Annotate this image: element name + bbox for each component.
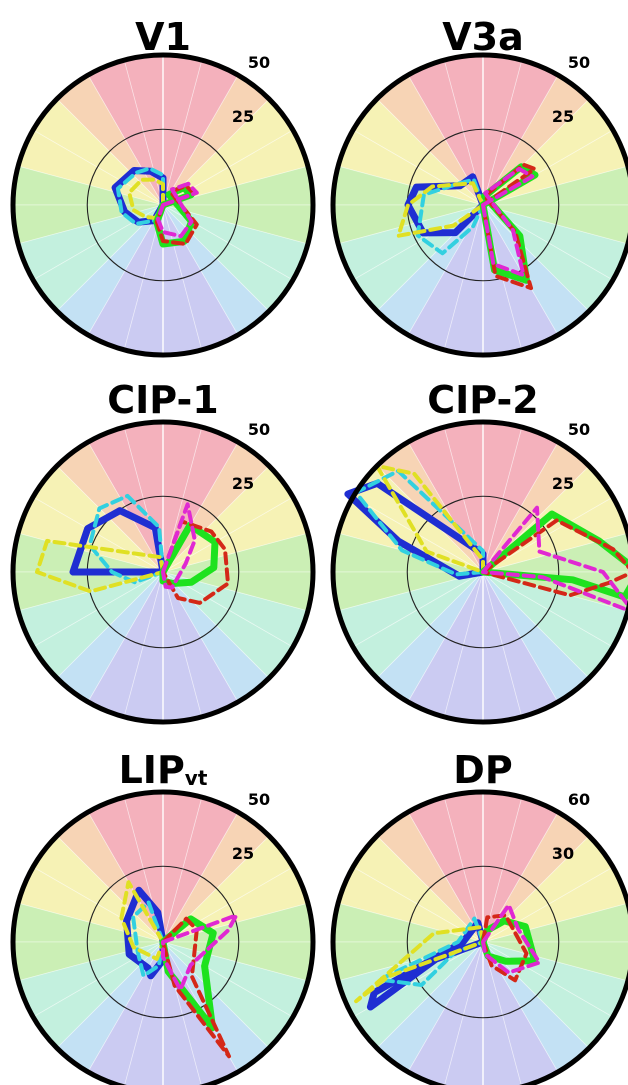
inner-ring: [86, 128, 240, 282]
series-yellow: [396, 181, 485, 238]
sector-wedge: [482, 941, 628, 983]
tick-label-outer: 50: [248, 420, 270, 439]
series-green: [159, 915, 217, 1032]
panel-title-main: DP: [453, 748, 512, 792]
series-group: [111, 166, 199, 248]
outer-ring: [330, 789, 628, 1085]
sector-wedge: [122, 941, 164, 1085]
series-magenta: [481, 505, 628, 613]
series-yellow: [119, 880, 165, 961]
tick-label-outer: 50: [568, 53, 590, 72]
series-cyan: [131, 900, 165, 978]
sector-wedge: [482, 164, 628, 206]
panel-title: CIP-2: [427, 378, 538, 422]
series-magenta: [161, 502, 197, 590]
series-red: [481, 518, 628, 598]
outer-ring: [330, 419, 628, 725]
panel-title: DP: [453, 748, 512, 792]
outer-ring: [10, 419, 316, 725]
inner-ring: [406, 495, 560, 649]
tick-label-inner: 25: [232, 107, 254, 126]
radar-panel: 25 50 V1: [10, 15, 316, 358]
series-magenta: [481, 903, 542, 975]
series-red: [161, 916, 231, 1059]
series-yellow: [374, 463, 485, 574]
outer-ring: [10, 52, 316, 358]
panel-title: V3a: [442, 15, 524, 59]
series-group: [119, 880, 239, 1059]
panel-title: LIPvt: [119, 748, 208, 792]
panel-title: CIP-1: [107, 378, 218, 422]
series-magenta: [161, 913, 239, 992]
series-yellow: [35, 538, 165, 594]
series-magenta: [155, 181, 199, 239]
series-cyan: [415, 177, 485, 256]
panel-title: V1: [135, 15, 191, 59]
series-group: [35, 493, 230, 605]
tick-label-outer: 50: [568, 420, 590, 439]
sector-wedge: [442, 941, 484, 1085]
series-blue: [69, 507, 167, 576]
radar-panel: 25 50 LIPvt: [10, 748, 316, 1085]
panel-title-main: CIP-1: [107, 378, 218, 422]
panel-title-main: V1: [135, 15, 191, 59]
tick-label-inner: 30: [552, 844, 574, 863]
panel-title-main: V3a: [442, 15, 524, 59]
outer-ring: [330, 52, 628, 358]
tick-label-outer: 50: [248, 790, 270, 809]
radar-panel: 25 50 CIP-1: [10, 378, 316, 725]
series-yellow: [354, 925, 485, 1004]
series-yellow: [127, 177, 165, 220]
sector-wedge: [482, 204, 628, 246]
tick-label-inner: 25: [232, 844, 254, 863]
tick-label-outer: 50: [248, 53, 270, 72]
series-green: [479, 510, 628, 601]
series-magenta: [481, 166, 535, 278]
radar-panel: 30 60 DP: [330, 748, 628, 1085]
inner-ring: [86, 865, 240, 1019]
radar-panel: 25 50 CIP-2: [330, 378, 628, 725]
inner-ring: [406, 865, 560, 1019]
outer-ring: [10, 789, 316, 1085]
tick-label-inner: 25: [552, 474, 574, 493]
series-red: [154, 183, 199, 246]
series-group: [396, 162, 539, 291]
tick-label-outer: 60: [568, 790, 590, 809]
panel-title-subscript: vt: [185, 766, 208, 790]
tick-label-inner: 25: [552, 107, 574, 126]
panel-title-main: CIP-2: [427, 378, 538, 422]
sector-wedge: [482, 941, 524, 1085]
tick-label-inner: 25: [232, 474, 254, 493]
series-group: [354, 903, 542, 1011]
panel-title-main: LIP: [119, 748, 185, 792]
series-blue: [404, 173, 487, 237]
series-red: [481, 913, 529, 983]
series-cyan: [115, 166, 165, 226]
radar-panel: 25 50 V3a: [330, 15, 628, 358]
series-red: [161, 519, 230, 605]
